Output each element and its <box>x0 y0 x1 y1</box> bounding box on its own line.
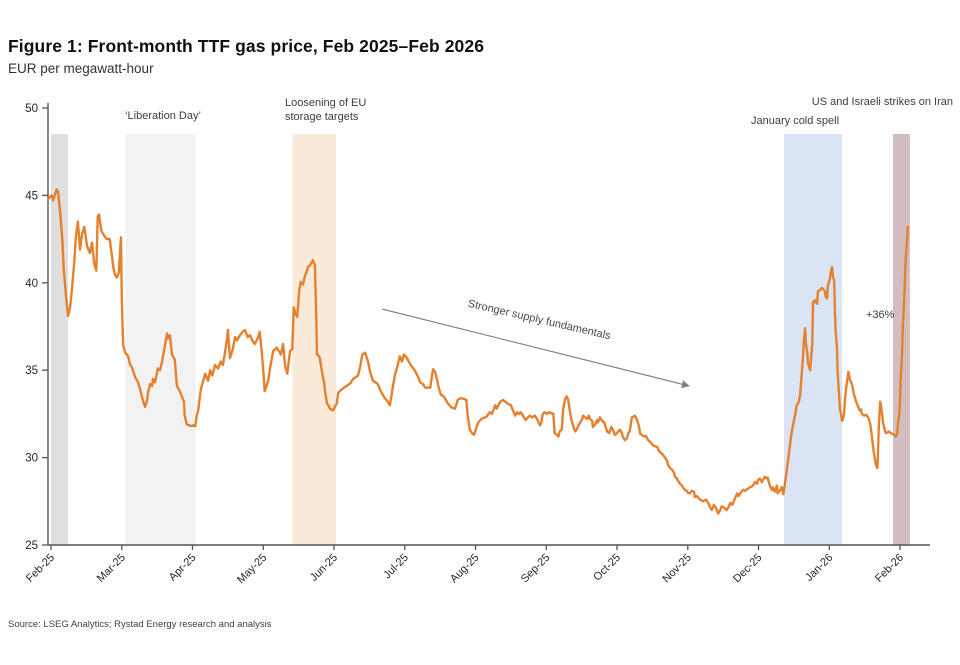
svg-text:Jan-26: Jan-26 <box>803 552 835 584</box>
x-tick-labels-group: Feb-25 Mar-25 Apr-25 May-25 Jun-25 Jul-25 Aug-… <box>24 552 906 586</box>
figure-subtitle-units: EUR per megawatt-hour <box>8 61 154 76</box>
svg-text:50: 50 <box>25 103 38 115</box>
svg-text:40: 40 <box>25 278 38 290</box>
svg-text:45: 45 <box>25 190 38 202</box>
svg-text:Oct-25: Oct-25 <box>591 552 623 584</box>
source-note: Source: LSEG Analytics; Rystad Energy re… <box>8 619 272 630</box>
svg-text:30: 30 <box>25 453 38 465</box>
annotation-us-israel-strikes-iran: US and Israeli strikes on Iran <box>811 96 953 108</box>
event-bands-group <box>51 134 910 545</box>
svg-text:Apr-25: Apr-25 <box>167 552 199 584</box>
annotation-loosening-storage-targets: Loosening of EU storage targets <box>285 97 367 123</box>
svg-text:Aug-25: Aug-25 <box>448 552 482 586</box>
axes-group <box>42 103 930 550</box>
svg-text:35: 35 <box>25 365 38 377</box>
svg-text:Mar-25: Mar-25 <box>95 552 128 585</box>
annotation-pct-change: +36% <box>866 309 895 321</box>
y-tick-labels-group: 25 30 35 40 45 50 <box>25 103 38 552</box>
svg-text:Sep-25: Sep-25 <box>519 552 553 586</box>
svg-text:Jun-25: Jun-25 <box>308 552 340 584</box>
svg-text:25: 25 <box>25 540 38 552</box>
svg-text:Feb-26: Feb-26 <box>873 552 906 585</box>
svg-text:Nov-25: Nov-25 <box>660 552 694 586</box>
figure-title: Figure 1: Front-month TTF gas price, Feb… <box>8 36 485 56</box>
svg-text:Jul-25: Jul-25 <box>381 552 411 582</box>
svg-text:Feb-25: Feb-25 <box>24 552 57 585</box>
annotation-liberation-day: ‘Liberation Day’ <box>125 110 201 122</box>
svg-text:Dec-25: Dec-25 <box>731 552 765 586</box>
annotation-january-cold-spell: January cold spell <box>751 115 840 127</box>
svg-text:May-25: May-25 <box>235 552 269 586</box>
trend-arrow-group <box>381 308 690 389</box>
price-line-group <box>47 188 909 515</box>
